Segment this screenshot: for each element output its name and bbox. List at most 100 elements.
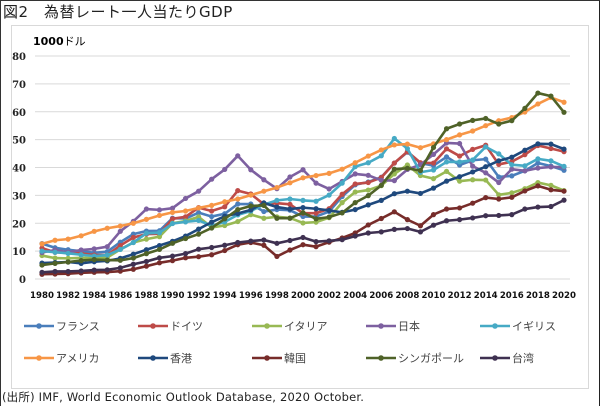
data-point [417,223,424,229]
data-point [509,212,515,218]
data-point [182,208,189,214]
data-point [117,265,123,271]
data-point [156,246,163,253]
data-point [391,142,397,148]
data-point [222,199,228,205]
data-point [287,201,293,207]
data-point [209,176,215,182]
y-tick-label: 30 [12,191,26,202]
data-point [156,255,163,261]
data-point [561,197,567,203]
data-point [470,200,476,206]
data-point [261,177,267,183]
data-point [548,145,554,152]
legend-item: ドイツ [138,320,203,333]
data-point [365,160,371,166]
data-point [182,255,189,261]
legend-label: 韓国 [284,352,306,365]
series-4 [39,135,567,259]
data-point [143,247,149,253]
data-point [483,164,489,170]
data-point [326,170,332,176]
data-point [483,115,489,122]
data-point [470,157,476,163]
data-point [430,144,437,151]
data-point [404,165,410,171]
data-point [365,193,371,199]
legend-item: 韓国 [252,352,306,365]
data-point [378,229,384,235]
data-point [209,208,215,214]
data-point [365,222,371,228]
data-point [287,174,293,180]
data-point [143,263,149,269]
data-point [182,219,189,225]
data-point [483,177,489,183]
data-point [196,205,202,211]
data-point [196,226,202,232]
data-point [522,163,528,169]
data-point [430,160,437,166]
data-point [235,210,241,217]
data-point [222,242,228,248]
data-point [65,255,71,261]
data-point [196,246,202,252]
data-point [222,204,228,210]
data-point [169,209,176,215]
data-point [470,163,476,169]
data-point [196,210,202,216]
data-point [78,233,84,239]
data-point [39,241,45,247]
data-point [117,246,123,253]
data-point [78,247,84,253]
data-point [143,216,149,222]
data-point [483,144,489,150]
data-point [391,226,397,232]
data-point [248,207,254,213]
y-tick-label: 50 [12,136,26,147]
data-point [430,151,437,157]
data-point [339,237,345,243]
data-point [404,217,410,223]
data-point [130,234,136,241]
data-point [535,183,541,189]
data-point [483,195,489,201]
y-tick-label: 40 [12,164,26,175]
x-axis-ticks: 1980 1982 1984 1986 1988 1990 1992 1994 1996 1998… [30,291,576,301]
data-point [352,160,358,166]
data-point [522,168,528,174]
data-point [117,223,123,229]
data-point [430,212,437,218]
data-point [91,267,97,273]
data-point [352,233,358,239]
y-axis-ticks: 0 10 20 30 40 50 60 70 80 [12,52,26,286]
data-point [561,163,567,169]
x-tick-label: 2000 [291,291,315,301]
series-9 [39,197,567,275]
legend-label: 香港 [170,352,192,365]
data-point [287,196,293,202]
data-point [470,177,476,183]
data-point [52,237,58,243]
data-point [104,225,110,231]
data-point [300,175,306,181]
data-point [91,228,97,234]
data-point [483,123,489,129]
data-point [91,246,97,252]
data-point [130,266,136,272]
data-point [235,218,241,225]
data-point [300,205,306,211]
data-point [274,204,280,210]
data-point [430,176,437,182]
legend-item: アメリカ [24,352,99,365]
data-point [274,197,280,203]
data-point [509,190,515,196]
data-point [261,237,267,243]
data-point [65,236,71,242]
data-point [222,247,228,254]
x-tick-label: 1986 [108,291,132,301]
data-point [209,225,215,231]
data-point [404,145,410,152]
data-point [457,140,463,147]
